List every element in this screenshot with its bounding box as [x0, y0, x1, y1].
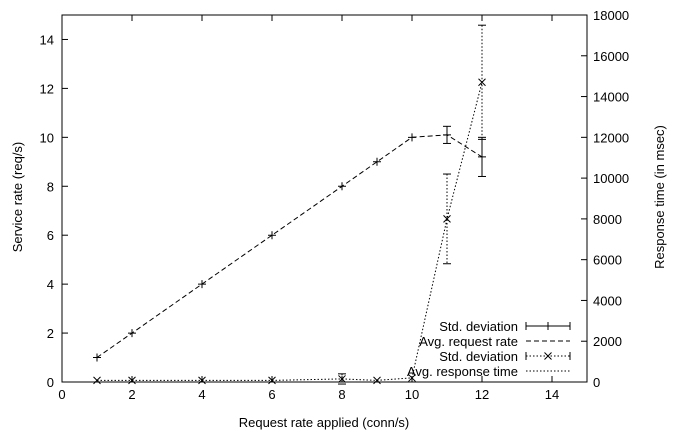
data-point: [373, 376, 381, 385]
data-point: [544, 352, 552, 360]
y-tick-label: 2: [47, 326, 54, 341]
x-tick-label: 2: [128, 387, 135, 402]
x-tick-label: 6: [268, 387, 275, 402]
y2-tick-label: 18000: [593, 8, 629, 23]
y-tick-label: 6: [47, 228, 54, 243]
axis-ticks: 0 2 4 6 8 10 12 14 0 2 4 6 8 10 12 14 0 2000 4000 6000 8000 1…: [40, 8, 630, 402]
data-point: [373, 157, 381, 166]
y-tick-label: 0: [47, 375, 54, 390]
y2-axis-label: Response time (in msec): [652, 125, 667, 269]
legend-label: Avg. response time: [407, 364, 518, 379]
y2-tick-label: 8000: [593, 212, 622, 227]
data-point: [93, 376, 101, 385]
data-point: [128, 376, 136, 385]
series-response-time: [93, 24, 486, 385]
y2-tick-label: 6000: [593, 253, 622, 268]
data-point: [198, 280, 206, 289]
x-tick-label: 14: [545, 387, 559, 402]
data-point: [408, 133, 416, 142]
data-point: [544, 322, 552, 330]
series-request-rate: [93, 125, 486, 362]
y2-tick-label: 0: [593, 375, 600, 390]
y-tick-label: 12: [40, 81, 54, 96]
data-point: [268, 376, 276, 385]
x-tick-label: 8: [338, 387, 345, 402]
data-point: [338, 182, 346, 191]
data-point: [408, 374, 416, 382]
y2-tick-label: 12000: [593, 130, 629, 145]
series-line: [96, 134, 483, 358]
y2-tick-label: 10000: [593, 171, 629, 186]
y-tick-label: 14: [40, 32, 54, 47]
data-point: [93, 353, 101, 362]
plot-frame: [61, 14, 588, 383]
x-tick-label: 10: [405, 387, 419, 402]
data-point: [443, 215, 451, 223]
data-point: [443, 130, 451, 139]
data-point: [478, 78, 486, 87]
y2-tick-label: 2000: [593, 334, 622, 349]
y-tick-label: 4: [47, 277, 54, 292]
legend-label: Std. deviation: [439, 349, 518, 364]
x-axis-label: Request rate applied (conn/s): [239, 415, 410, 430]
y2-tick-label: 14000: [593, 90, 629, 105]
legend-label: Std. deviation: [439, 319, 518, 334]
data-point: [128, 329, 136, 338]
data-point: [338, 375, 346, 383]
x-tick-label: 0: [58, 387, 65, 402]
data-point: [198, 376, 206, 385]
y-tick-label: 8: [47, 179, 54, 194]
y2-tick-label: 4000: [593, 293, 622, 308]
data-point: [478, 152, 486, 161]
data-point: [268, 231, 276, 240]
plot-border: [61, 14, 588, 383]
y2-tick-label: 16000: [593, 49, 629, 64]
x-tick-label: 4: [198, 387, 205, 402]
x-tick-label: 12: [475, 387, 489, 402]
y-tick-label: 10: [40, 130, 54, 145]
legend-label: Avg. request rate: [419, 334, 518, 349]
y-axis-label: Service rate (req/s): [10, 142, 25, 253]
series-layer: [93, 24, 486, 385]
